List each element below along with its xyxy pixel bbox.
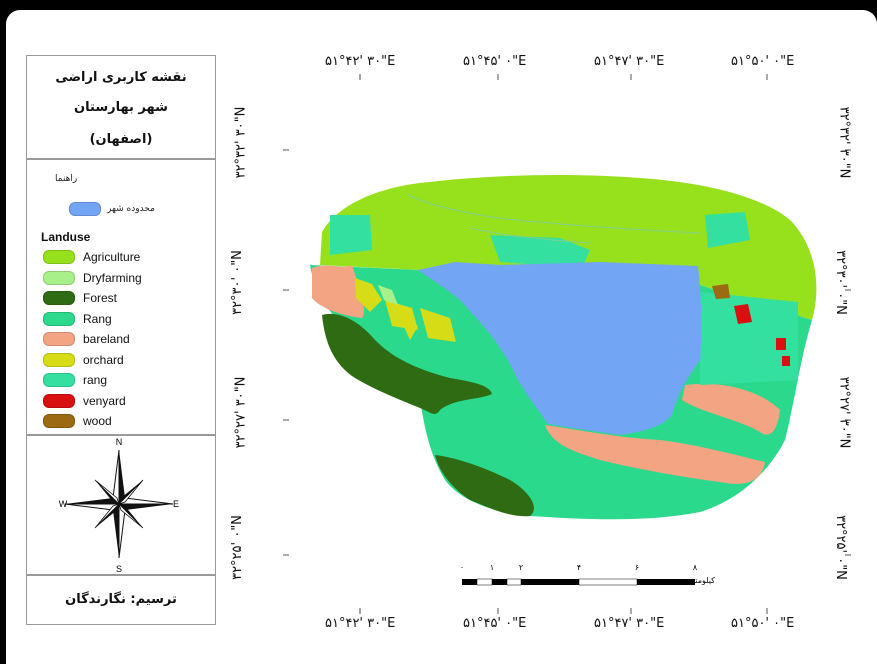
guide-label: راهنما xyxy=(55,174,78,184)
scale-tick: ۰ xyxy=(460,563,464,572)
rang-region xyxy=(700,292,798,385)
legend-item-agriculture: Agriculture xyxy=(43,250,140,264)
wood-region xyxy=(712,284,730,299)
rang-patch xyxy=(705,212,750,248)
bareland-region xyxy=(682,383,780,435)
scale-tick: ۶ xyxy=(635,563,639,572)
legend-swatch xyxy=(43,250,75,264)
bottom-coord-3: ۵۱°۴۷' ۳۰"E xyxy=(594,616,665,631)
legend-swatch xyxy=(43,270,75,285)
legend-label: Forest xyxy=(83,291,118,305)
legend-item-rang: rang xyxy=(43,373,107,387)
legend-item-venyard: venyard xyxy=(43,393,126,408)
bottom-coord-1: ۵۱°۴۲' ۳۰"E xyxy=(325,616,396,631)
dryfarming-region xyxy=(378,285,398,305)
legend-label: rang xyxy=(83,373,108,387)
orchard-region xyxy=(420,308,456,342)
boundary-label: محدوده شهر xyxy=(107,204,155,214)
legend-swatch xyxy=(43,352,75,367)
scale-tick: ۸ xyxy=(693,563,698,572)
legend-item-wood: wood xyxy=(43,414,112,428)
map-title: نقشه کاربری اراضی xyxy=(55,70,187,85)
north-arrow-box: N S E W xyxy=(26,435,216,575)
venyard-region xyxy=(782,356,790,366)
orchard-region xyxy=(400,318,418,340)
map-subtitle: شهر بهارستان xyxy=(74,100,168,115)
legend-swatch xyxy=(43,311,75,326)
top-coord-2: ۵۱°۴۵' ۰"E xyxy=(463,54,527,69)
boundary-legend-item: محدوده شهر xyxy=(69,202,155,216)
legend-swatch xyxy=(43,393,75,408)
legend-item-forest: Forest xyxy=(43,291,117,305)
legend-item-bareland: bareland xyxy=(43,332,130,346)
legend-box: راهنما محدوده شهر Landuse Agriculture Dry… xyxy=(26,159,216,435)
legend-swatch xyxy=(43,373,75,387)
scale-tick: ۲ xyxy=(519,563,523,572)
legend-label: Rang xyxy=(83,311,112,326)
compass-rose-icon: N S E W xyxy=(59,437,179,574)
rang-patch xyxy=(330,215,372,255)
legend-label: Dryfarming xyxy=(83,270,142,285)
top-coord-3: ۵۱°۴۷' ۳۰"E xyxy=(594,54,665,69)
credit-box: ترسیم: نگارندگان xyxy=(26,575,216,625)
legend-label: venyard xyxy=(83,393,126,408)
scale-unit: کیلومتر xyxy=(690,576,715,585)
map-title-box: نقشه کاربری اراضی شهر بهارستان (اصفهان) xyxy=(26,55,216,159)
legend-label: Agriculture xyxy=(83,250,141,264)
bareland-region xyxy=(545,425,765,484)
orchard-region xyxy=(355,278,382,312)
legend-label: wood xyxy=(83,414,112,428)
compass-n: N xyxy=(116,437,123,447)
venyard-region xyxy=(776,338,786,350)
legend-item-orchard: orchard xyxy=(43,352,124,367)
credit-text: ترسیم: نگارندگان xyxy=(65,592,177,607)
legend-swatch xyxy=(43,291,75,305)
legend-panel: نقشه کاربری اراضی شهر بهارستان (اصفهان) … xyxy=(26,55,216,625)
legend-label: bareland xyxy=(83,332,130,346)
legend-swatch xyxy=(43,414,75,428)
legend-label: orchard xyxy=(83,352,124,367)
bottom-coord-4: ۵۱°۵۰' ۰"E xyxy=(731,616,795,631)
landuse-heading: Landuse xyxy=(41,230,91,244)
forest-region xyxy=(322,313,492,414)
scale-tick: ۴ xyxy=(577,563,581,572)
scale-tick: ۱ xyxy=(490,563,494,572)
legend-swatch xyxy=(43,332,75,346)
rang-patch xyxy=(490,235,590,268)
city-boundary xyxy=(418,262,702,435)
compass-s: S xyxy=(116,564,122,574)
top-coord-1: ۵۱°۴۲' ۳۰"E xyxy=(325,54,396,69)
top-coord-4: ۵۱°۵۰' ۰"E xyxy=(731,54,795,69)
bareland-region xyxy=(312,265,365,318)
legend-item-dryfarming: Dryfarming xyxy=(43,270,142,285)
compass-e: E xyxy=(173,499,179,509)
legend-item-rang: Rang xyxy=(43,311,112,326)
bottom-coord-2: ۵۱°۴۵' ۰"E xyxy=(463,616,527,631)
compass-w: W xyxy=(59,499,68,509)
boundary-swatch xyxy=(69,202,101,216)
forest-region xyxy=(435,455,534,517)
map-region: (اصفهان) xyxy=(89,132,153,147)
venyard-region xyxy=(734,304,752,324)
